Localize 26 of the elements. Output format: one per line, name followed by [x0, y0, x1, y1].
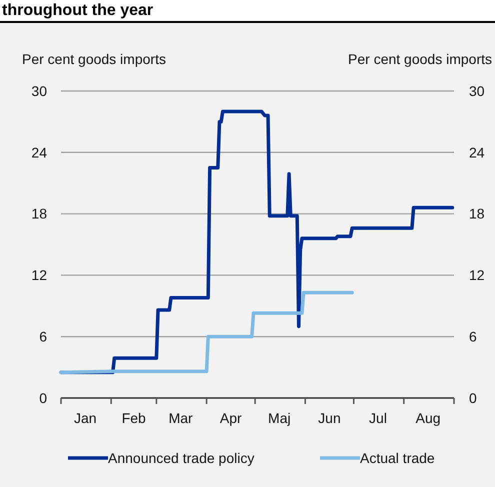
y2-tick-label: 6 — [469, 328, 477, 344]
y-tick-label: 24 — [31, 144, 48, 160]
legend-label: Announced trade policy — [108, 450, 254, 466]
y-tick-label: 18 — [31, 206, 48, 222]
x-tick-label: Apr — [220, 410, 242, 426]
legend-label: Actual trade — [360, 450, 435, 466]
y2-tick-label: 12 — [469, 267, 485, 284]
y-tick-label: 12 — [31, 267, 48, 284]
x-tick-label: Feb — [122, 410, 146, 426]
x-tick-label: Jul — [369, 410, 387, 426]
y2-tick-label: 0 — [469, 390, 477, 406]
x-tick-label: Maj — [268, 410, 291, 426]
chart-title: throughout the year — [2, 2, 154, 19]
x-tick-label: Jan — [74, 410, 97, 426]
y-axis-title: Per cent goods imports — [22, 51, 166, 67]
line-series — [59, 290, 354, 374]
y-tick-label: 6 — [39, 328, 48, 344]
y2-tick-label: 24 — [469, 144, 485, 160]
y-tick-label: 30 — [31, 82, 48, 99]
y-tick-label: 0 — [39, 390, 48, 406]
y2-axis-title: Per cent goods imports — [348, 51, 492, 67]
y2-tick-label: 30 — [469, 82, 485, 99]
y2-tick-label: 18 — [469, 206, 485, 222]
x-tick-label: Aug — [416, 410, 441, 426]
x-tick-label: Mar — [168, 410, 194, 426]
x-tick-label: Jun — [318, 410, 341, 426]
